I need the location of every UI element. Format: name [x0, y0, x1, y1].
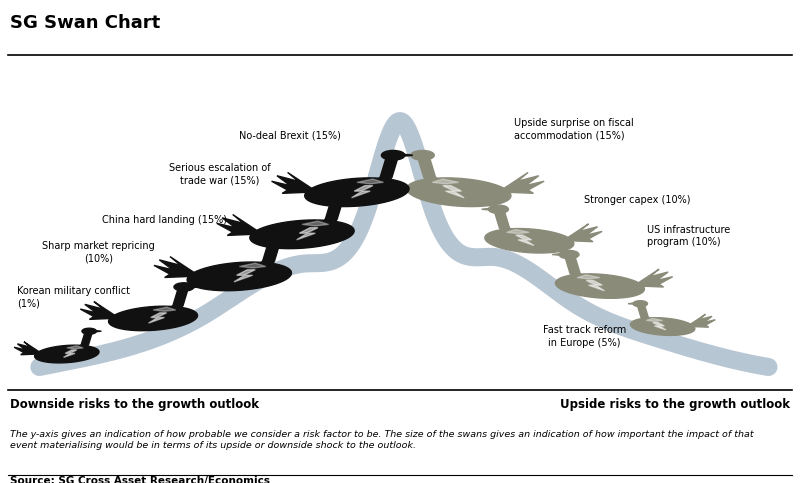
Circle shape — [633, 301, 647, 307]
Polygon shape — [418, 159, 441, 185]
Text: Fast track reform
in Europe (5%): Fast track reform in Europe (5%) — [542, 325, 626, 348]
Polygon shape — [566, 257, 584, 280]
Text: Korean military conflict
(1%): Korean military conflict (1%) — [18, 286, 130, 309]
Text: Downside risks to the growth outlook: Downside risks to the growth outlook — [10, 398, 258, 412]
Polygon shape — [305, 178, 409, 207]
Polygon shape — [586, 281, 605, 291]
Polygon shape — [239, 263, 266, 268]
Polygon shape — [275, 237, 295, 241]
Text: Stronger capex (10%): Stronger capex (10%) — [584, 195, 690, 205]
Polygon shape — [375, 159, 398, 185]
Polygon shape — [154, 256, 197, 277]
Polygon shape — [566, 224, 602, 242]
Circle shape — [326, 193, 350, 202]
Text: SG Swan Chart: SG Swan Chart — [10, 14, 160, 32]
Polygon shape — [67, 346, 83, 349]
Polygon shape — [153, 307, 176, 312]
Polygon shape — [406, 178, 511, 207]
Polygon shape — [149, 313, 166, 323]
Circle shape — [489, 205, 509, 213]
Polygon shape — [577, 275, 600, 279]
Circle shape — [411, 150, 434, 160]
Polygon shape — [653, 323, 666, 330]
Polygon shape — [443, 185, 464, 198]
Polygon shape — [320, 201, 342, 227]
Circle shape — [559, 250, 579, 259]
Polygon shape — [506, 229, 530, 234]
Polygon shape — [187, 262, 291, 291]
Polygon shape — [338, 195, 358, 199]
Polygon shape — [552, 253, 569, 256]
Polygon shape — [63, 350, 77, 357]
Polygon shape — [80, 301, 117, 319]
Polygon shape — [297, 227, 318, 240]
Polygon shape — [109, 306, 198, 331]
Polygon shape — [169, 290, 187, 313]
Text: The y-axis gives an indication of how probable we consider a risk factor to be. : The y-axis gives an indication of how pr… — [10, 430, 754, 450]
Text: Upside surprise on fiscal
accommodation (15%): Upside surprise on fiscal accommodation … — [514, 118, 634, 141]
Polygon shape — [495, 213, 514, 235]
Text: China hard landing (15%): China hard landing (15%) — [102, 214, 227, 225]
Polygon shape — [630, 318, 695, 335]
Text: No-deal Brexit (15%): No-deal Brexit (15%) — [239, 130, 341, 141]
Polygon shape — [689, 314, 715, 327]
Polygon shape — [271, 172, 314, 193]
Polygon shape — [485, 228, 574, 253]
Circle shape — [82, 328, 97, 334]
Polygon shape — [34, 345, 99, 363]
Polygon shape — [14, 342, 41, 355]
Polygon shape — [184, 285, 201, 288]
Polygon shape — [302, 221, 329, 226]
Polygon shape — [482, 207, 498, 211]
Circle shape — [382, 150, 405, 160]
Polygon shape — [432, 179, 459, 184]
Circle shape — [264, 235, 287, 244]
Polygon shape — [89, 330, 102, 332]
Polygon shape — [234, 270, 255, 282]
Polygon shape — [258, 243, 280, 270]
Polygon shape — [217, 214, 259, 235]
Polygon shape — [646, 318, 662, 321]
Polygon shape — [636, 269, 673, 287]
Polygon shape — [393, 153, 413, 157]
Polygon shape — [628, 302, 640, 305]
Polygon shape — [516, 235, 534, 245]
Text: Source: SG Cross Asset Research/Economics: Source: SG Cross Asset Research/Economic… — [10, 476, 270, 483]
Text: Upside risks to the growth outlook: Upside risks to the growth outlook — [560, 398, 790, 412]
Polygon shape — [250, 220, 354, 249]
Polygon shape — [638, 306, 651, 322]
Circle shape — [174, 283, 194, 291]
Polygon shape — [555, 274, 645, 298]
Polygon shape — [403, 153, 422, 157]
Text: US infrastructure
program (10%): US infrastructure program (10%) — [647, 225, 730, 247]
Polygon shape — [78, 333, 92, 350]
Text: Serious escalation of
trade war (15%): Serious escalation of trade war (15%) — [169, 163, 270, 186]
Polygon shape — [502, 172, 544, 193]
Polygon shape — [357, 179, 383, 184]
Text: Sharp market repricing
(10%): Sharp market repricing (10%) — [42, 241, 154, 263]
Polygon shape — [351, 185, 373, 198]
